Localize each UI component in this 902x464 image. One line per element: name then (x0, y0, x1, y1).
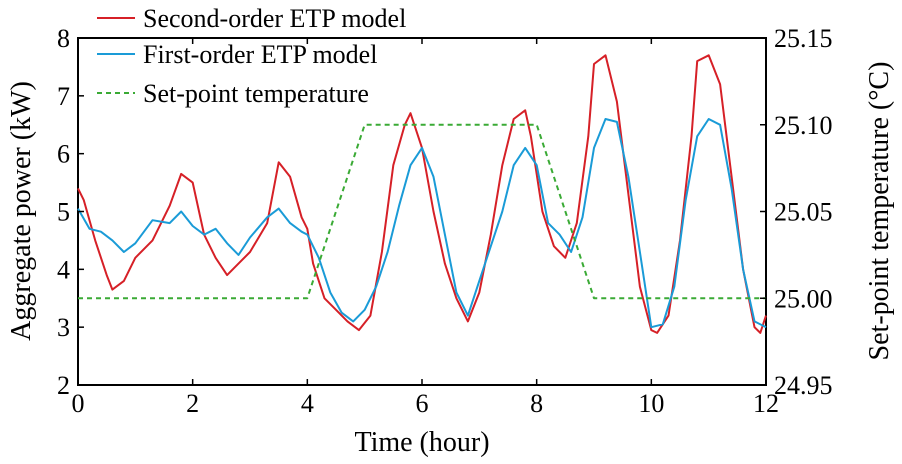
series-line-2 (78, 123, 766, 300)
x-tick-label-5: 10 (638, 389, 664, 418)
legend-label-second-order: Second-order ETP model (143, 4, 406, 33)
y-left-tick-label-4: 6 (57, 140, 70, 169)
y-left-tick-label-3: 5 (57, 198, 70, 227)
series-line-0 (77, 54, 767, 334)
y-right-tick-label-4: 25.15 (774, 24, 833, 53)
y-axis-left-label: Aggregate power (kW) (6, 81, 37, 341)
y-left-tick-label-2: 4 (57, 255, 70, 284)
y-left-tick-label-5: 7 (57, 82, 70, 111)
y-left-tick-label-0: 2 (57, 371, 70, 400)
x-tick-label-0: 0 (72, 389, 85, 418)
legend: Second-order ETP model First-order ETP m… (97, 4, 406, 108)
x-tick-label-6: 12 (753, 389, 779, 418)
x-tick-label-3: 6 (416, 389, 429, 418)
legend-label-set-point: Set-point temperature (143, 79, 369, 108)
x-tick-label-1: 2 (186, 389, 199, 418)
y-left-tick-label-1: 3 (57, 313, 70, 342)
series-line-1 (77, 118, 767, 329)
y-left-tick-label-6: 8 (57, 24, 70, 53)
x-axis-label: Time (hour) (354, 427, 489, 458)
axis-ticks: 0 2 4 6 8 10 12234567824.9525.0025.0525.1025.1… (57, 24, 833, 418)
y-right-tick-label-3: 25.10 (774, 111, 833, 140)
legend-label-first-order: First-order ETP model (143, 40, 377, 69)
y-right-tick-label-0: 24.95 (774, 371, 833, 400)
x-tick-label-2: 4 (301, 389, 314, 418)
y-axis-right-label: Set-point temperature (°C) (864, 62, 895, 361)
x-tick-label-4: 8 (530, 389, 543, 418)
series-lines (77, 54, 767, 334)
y-right-tick-label-2: 25.05 (774, 198, 833, 227)
y-right-tick-label-1: 25.00 (774, 284, 833, 313)
